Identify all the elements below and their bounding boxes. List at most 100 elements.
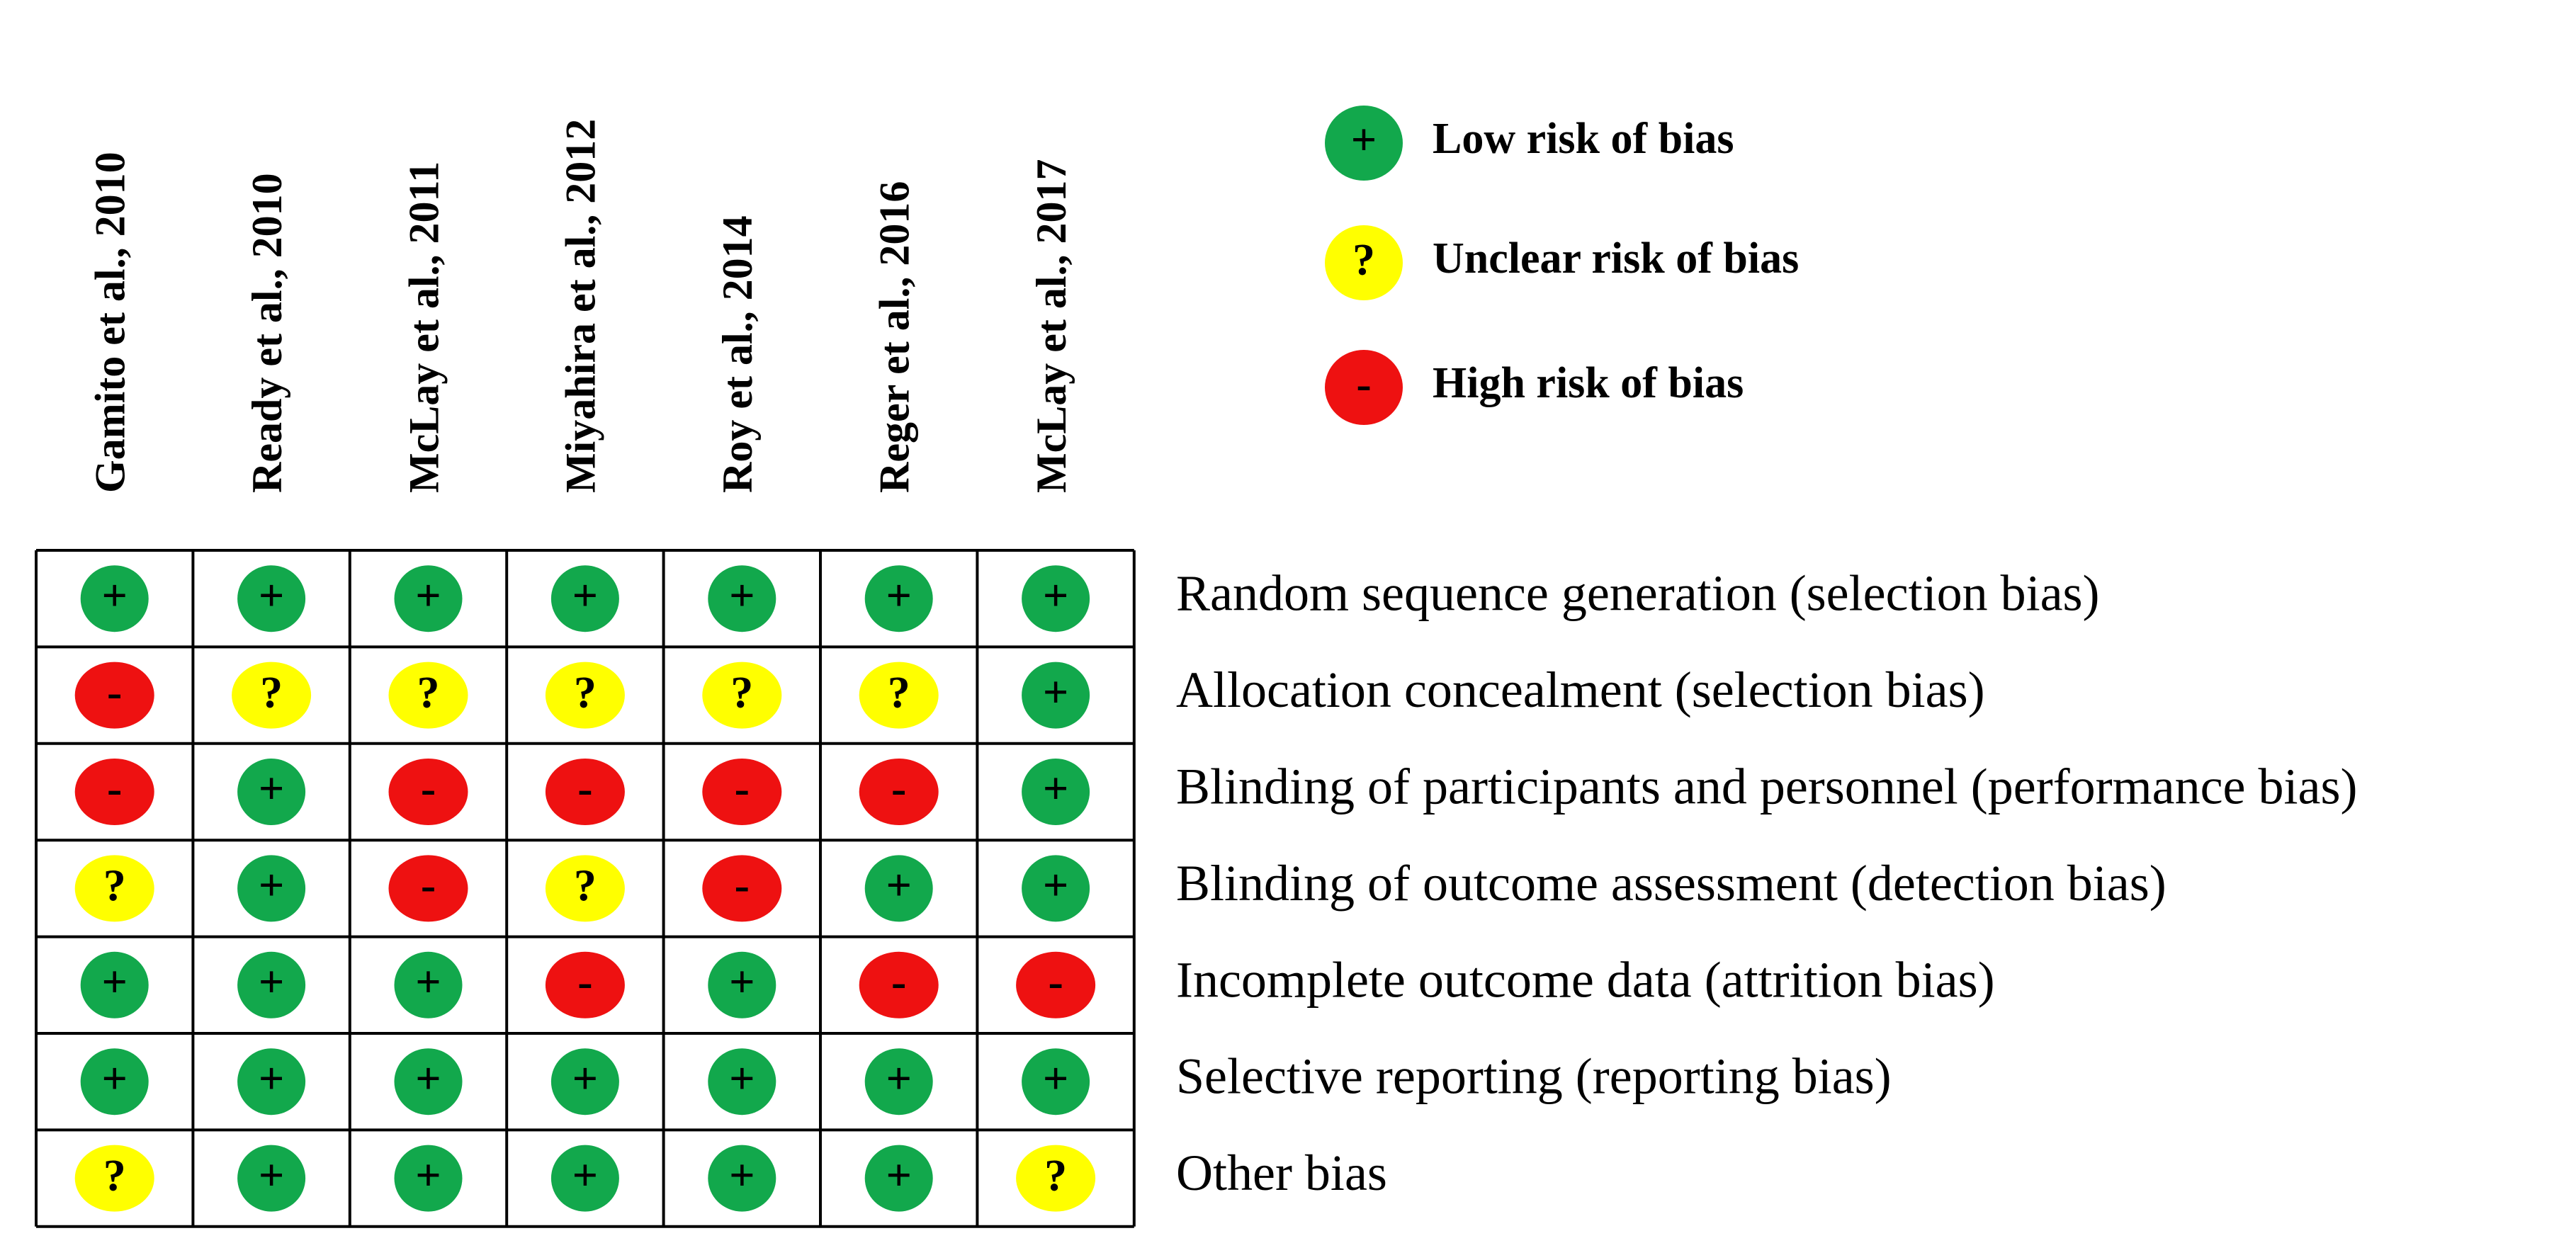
judgment-text: + — [1043, 764, 1068, 814]
judgment-text: + — [415, 570, 441, 620]
judgment-symbol — [237, 565, 306, 632]
judgment-symbol — [864, 565, 933, 632]
judgment-symbol — [864, 1048, 933, 1116]
judgment-symbol — [1022, 1048, 1090, 1116]
judgment-text: + — [1043, 1053, 1068, 1103]
judgment-text: + — [259, 570, 284, 620]
legend-label: Low risk of bias — [1433, 115, 1734, 163]
judgment-text: + — [415, 1053, 441, 1103]
judgment-text: + — [259, 1053, 284, 1103]
judgment-symbol — [394, 1048, 463, 1116]
study-label: McLay et al., 2011 — [400, 161, 447, 493]
legend-symbol-text: ? — [1352, 234, 1375, 285]
judgment-text: + — [1043, 570, 1068, 620]
legend-symbol — [1325, 106, 1403, 181]
domain-label: Selective reporting (reporting bias) — [1176, 1048, 1892, 1105]
judgment-text: + — [729, 570, 755, 620]
judgment-symbol — [1016, 1145, 1096, 1212]
judgment-symbol — [74, 1145, 154, 1212]
judgment-symbol — [859, 662, 939, 729]
judgment-text: + — [259, 764, 284, 814]
judgment-symbol — [74, 662, 154, 729]
judgment-text: + — [729, 1053, 755, 1103]
study-label: Miyahira et al., 2012 — [558, 119, 604, 493]
judgment-text: + — [415, 1150, 441, 1200]
judgment-symbol — [864, 855, 933, 922]
judgment-text: + — [415, 956, 441, 1006]
judgment-text: - — [577, 956, 592, 1006]
judgment-text: + — [886, 860, 911, 910]
judgment-symbol — [550, 1145, 619, 1212]
legend-symbol — [1325, 225, 1403, 300]
judgment-symbol — [545, 951, 625, 1018]
judgment-text: + — [572, 570, 598, 620]
judgment-text: ? — [574, 666, 597, 717]
judgment-symbol — [708, 951, 776, 1018]
judgment-symbol — [232, 662, 312, 729]
legend-label: High risk of bias — [1433, 359, 1744, 407]
study-label: McLay et al., 2017 — [1028, 159, 1075, 493]
judgment-symbol — [1022, 662, 1090, 729]
study-label: Ready et al., 2010 — [244, 173, 290, 493]
judgment-text: + — [886, 1150, 911, 1200]
judgment-symbol — [237, 1048, 306, 1116]
judgment-symbol — [702, 662, 782, 729]
judgment-text: ? — [260, 666, 283, 717]
judgment-symbol — [237, 1145, 306, 1212]
legend-symbol-text: - — [1356, 359, 1371, 409]
judgment-text: ? — [730, 666, 753, 717]
judgment-symbol — [545, 759, 625, 825]
judgment-symbol — [80, 1048, 149, 1116]
judgment-symbol — [545, 855, 625, 922]
judgment-text: + — [886, 1053, 911, 1103]
domain-label: Allocation concealment (selection bias) — [1176, 662, 1985, 718]
judgment-text: + — [101, 1053, 127, 1103]
judgment-text: - — [421, 764, 436, 814]
domain-label: Blinding of outcome assessment (detectio… — [1176, 855, 2167, 912]
judgment-symbol — [859, 759, 939, 825]
judgment-symbol — [237, 951, 306, 1018]
judgment-text: + — [572, 1150, 598, 1200]
judgment-text: - — [1048, 956, 1063, 1006]
judgment-symbol — [394, 1145, 463, 1212]
judgment-symbol — [388, 855, 468, 922]
judgment-text: - — [891, 956, 906, 1006]
judgment-text: ? — [888, 666, 910, 717]
judgment-symbol — [550, 565, 619, 632]
domain-label: Random sequence generation (selection bi… — [1176, 565, 2100, 622]
judgment-text: ? — [574, 860, 597, 910]
legend-label: Unclear risk of bias — [1433, 234, 1799, 283]
study-label: Gamito et al., 2010 — [86, 152, 133, 493]
judgment-symbol — [394, 951, 463, 1018]
judgment-text: - — [577, 764, 592, 814]
judgment-symbol — [237, 855, 306, 922]
judgment-symbol — [545, 662, 625, 729]
judgment-symbol — [1022, 759, 1090, 825]
judgment-text: + — [886, 570, 911, 620]
judgment-symbol — [80, 565, 149, 632]
judgment-text: - — [735, 860, 750, 910]
judgment-text: - — [735, 764, 750, 814]
legend-symbol-text: + — [1351, 115, 1377, 165]
judgment-symbol — [80, 951, 149, 1018]
judgment-text: + — [572, 1053, 598, 1103]
judgment-text: + — [729, 1150, 755, 1200]
judgment-text: + — [101, 956, 127, 1006]
judgment-symbol — [388, 662, 468, 729]
judgment-text: + — [1043, 860, 1068, 910]
judgment-symbol — [550, 1048, 619, 1116]
judgment-symbol — [708, 1145, 776, 1212]
domain-label: Blinding of participants and personnel (… — [1176, 759, 2357, 815]
judgment-symbol — [237, 759, 306, 825]
judgment-text: ? — [417, 666, 440, 717]
judgment-symbol — [1016, 951, 1096, 1018]
judgment-text: + — [1043, 666, 1068, 717]
judgment-text: ? — [103, 860, 126, 910]
judgment-symbol — [74, 759, 154, 825]
judgment-symbol — [394, 565, 463, 632]
judgment-text: + — [259, 1150, 284, 1200]
judgment-symbol — [1022, 855, 1090, 922]
judgment-symbol — [859, 951, 939, 1018]
